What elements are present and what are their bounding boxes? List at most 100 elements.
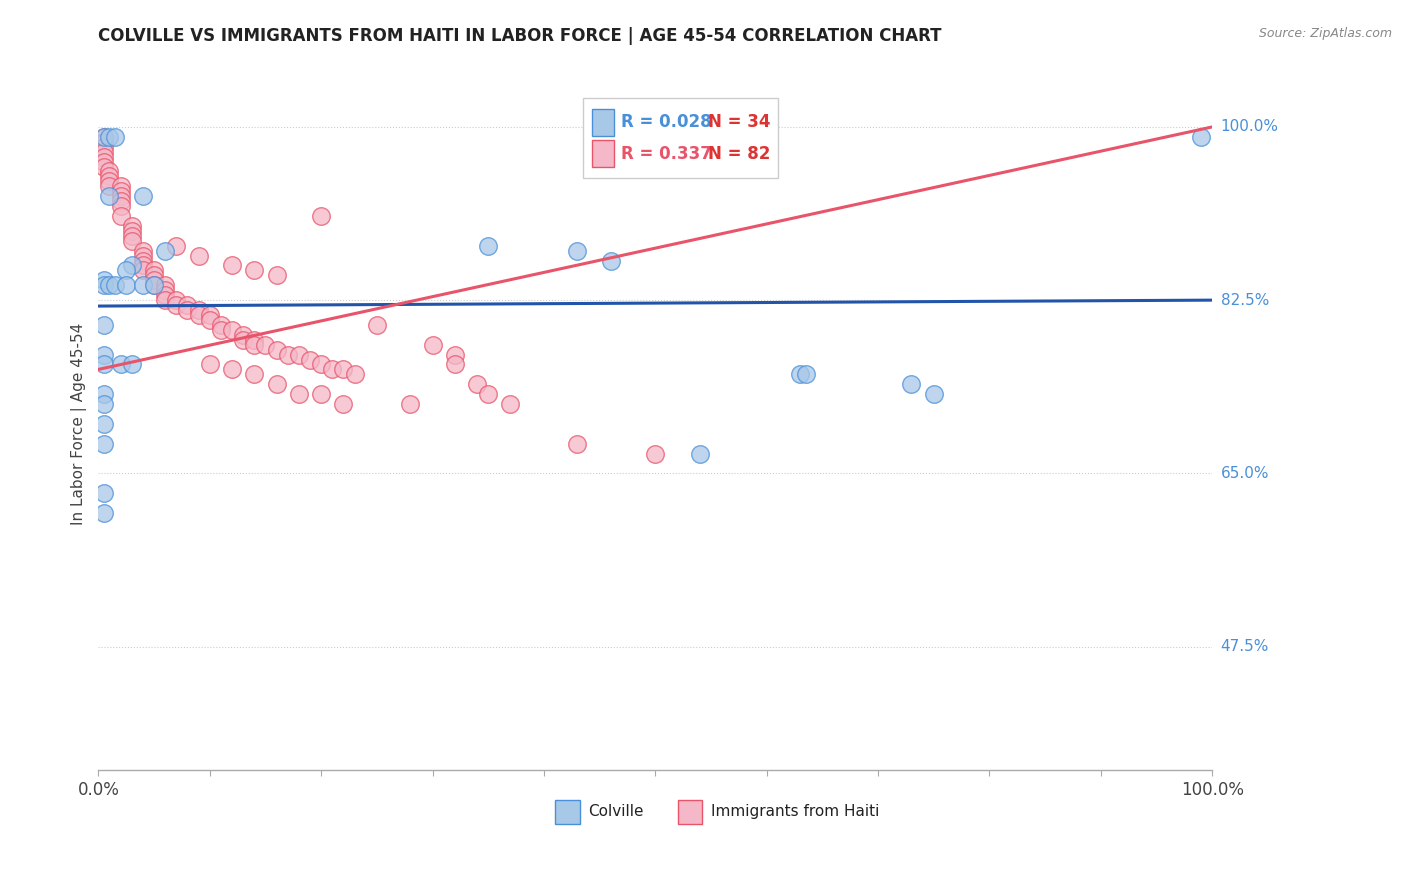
- Point: [93, 387, 115, 401]
- Point: [789, 368, 811, 382]
- FancyBboxPatch shape: [583, 98, 778, 178]
- Point: [153, 244, 176, 258]
- Point: [143, 273, 166, 287]
- Point: [143, 268, 166, 283]
- Point: [93, 145, 115, 159]
- Point: [277, 347, 299, 361]
- Point: [121, 358, 143, 372]
- Point: [110, 358, 132, 372]
- Point: [187, 303, 209, 318]
- Point: [110, 194, 132, 209]
- Text: Source: ZipAtlas.com: Source: ZipAtlas.com: [1258, 27, 1392, 40]
- Point: [477, 238, 499, 252]
- Point: [143, 278, 166, 293]
- Point: [298, 352, 321, 367]
- Point: [132, 244, 155, 258]
- Point: [689, 446, 711, 460]
- Point: [132, 253, 155, 268]
- Point: [165, 298, 187, 312]
- Point: [288, 347, 311, 361]
- Point: [93, 278, 115, 293]
- Point: [143, 263, 166, 277]
- Point: [93, 129, 115, 144]
- Point: [132, 259, 155, 273]
- Point: [98, 169, 121, 184]
- Text: 82.5%: 82.5%: [1220, 293, 1268, 308]
- Point: [232, 327, 254, 342]
- Point: [243, 333, 266, 347]
- Point: [93, 150, 115, 164]
- Point: [422, 337, 444, 351]
- Point: [93, 273, 115, 287]
- Point: [132, 189, 155, 203]
- Point: [115, 278, 138, 293]
- Text: R = 0.337: R = 0.337: [620, 145, 711, 162]
- Point: [93, 129, 115, 144]
- Point: [143, 278, 166, 293]
- Point: [110, 209, 132, 223]
- Point: [599, 253, 621, 268]
- Point: [209, 323, 232, 337]
- Point: [243, 368, 266, 382]
- Point: [366, 318, 388, 332]
- Point: [115, 263, 138, 277]
- Point: [443, 347, 465, 361]
- Point: [254, 337, 277, 351]
- Point: [266, 268, 288, 283]
- Point: [443, 358, 465, 372]
- Point: [165, 238, 187, 252]
- Point: [110, 199, 132, 213]
- Point: [93, 347, 115, 361]
- Point: [98, 174, 121, 188]
- Point: [93, 135, 115, 149]
- Point: [477, 387, 499, 401]
- Point: [922, 387, 945, 401]
- Point: [93, 397, 115, 411]
- Bar: [555, 800, 579, 824]
- Point: [288, 387, 311, 401]
- Text: 65.0%: 65.0%: [1220, 466, 1270, 481]
- Point: [121, 219, 143, 233]
- Text: N = 82: N = 82: [707, 145, 770, 162]
- Bar: [678, 800, 702, 824]
- Point: [221, 362, 243, 376]
- Point: [794, 368, 817, 382]
- Point: [187, 308, 209, 322]
- Point: [98, 278, 121, 293]
- Point: [110, 184, 132, 198]
- Point: [93, 486, 115, 500]
- Point: [209, 318, 232, 332]
- Point: [321, 362, 343, 376]
- Text: N = 34: N = 34: [707, 113, 770, 131]
- Point: [309, 358, 332, 372]
- Point: [153, 293, 176, 307]
- Point: [132, 278, 155, 293]
- Point: [93, 318, 115, 332]
- Point: [153, 288, 176, 302]
- Point: [132, 263, 155, 277]
- Point: [165, 293, 187, 307]
- Text: COLVILLE VS IMMIGRANTS FROM HAITI IN LABOR FORCE | AGE 45-54 CORRELATION CHART: COLVILLE VS IMMIGRANTS FROM HAITI IN LAB…: [98, 27, 942, 45]
- Point: [567, 436, 589, 450]
- Point: [93, 160, 115, 174]
- Point: [399, 397, 422, 411]
- Point: [110, 179, 132, 194]
- Point: [266, 377, 288, 392]
- Point: [153, 283, 176, 297]
- Point: [93, 417, 115, 431]
- Point: [121, 228, 143, 243]
- Point: [567, 244, 589, 258]
- Point: [900, 377, 922, 392]
- Point: [93, 506, 115, 520]
- Point: [198, 358, 221, 372]
- Point: [309, 387, 332, 401]
- Point: [104, 278, 127, 293]
- Point: [93, 436, 115, 450]
- Point: [176, 303, 198, 318]
- Point: [221, 323, 243, 337]
- Point: [98, 189, 121, 203]
- Point: [221, 259, 243, 273]
- Point: [93, 154, 115, 169]
- Point: [98, 129, 121, 144]
- Point: [121, 224, 143, 238]
